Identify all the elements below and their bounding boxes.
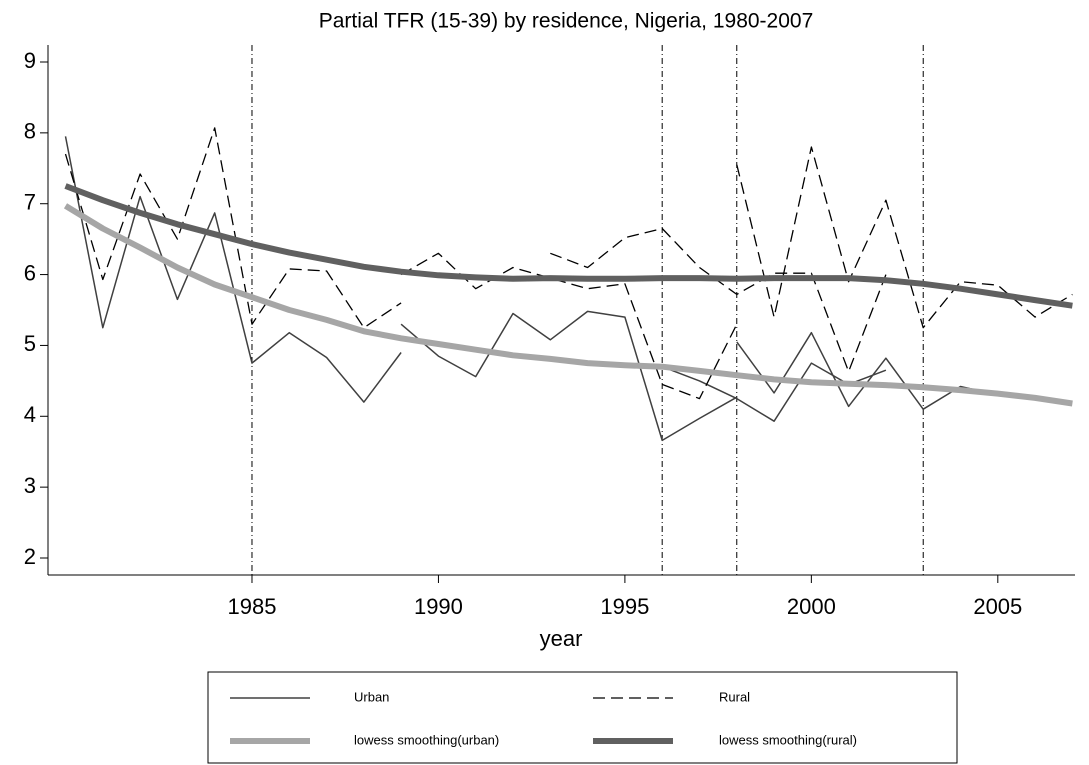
y-tick-label: 6 — [24, 260, 36, 285]
x-axis-label: year — [540, 626, 583, 651]
legend-label: Urban — [354, 689, 389, 704]
y-tick-label: 2 — [24, 544, 36, 569]
y-tick-label: 3 — [24, 473, 36, 498]
y-tick-label: 4 — [24, 402, 36, 427]
y-tick-label: 8 — [24, 119, 36, 144]
y-tick-label: 7 — [24, 190, 36, 215]
legend-label: Rural — [719, 689, 750, 704]
series-line — [63, 203, 1073, 407]
x-tick-label: 1985 — [228, 594, 277, 619]
chart-title: Partial TFR (15-39) by residence, Nigeri… — [319, 10, 814, 33]
x-tick-label: 2000 — [787, 594, 836, 619]
x-tick-label: 1995 — [600, 594, 649, 619]
y-tick-label: 5 — [24, 331, 36, 356]
x-tick-label: 2005 — [973, 594, 1022, 619]
x-tick-label: 1990 — [414, 594, 463, 619]
legend-box — [207, 671, 958, 764]
series-line — [64, 136, 998, 442]
y-tick-label: 9 — [24, 48, 36, 73]
legend-label: lowess smoothing(urban) — [354, 732, 499, 747]
series-line — [64, 183, 1073, 309]
legend-label: lowess smoothing(rural) — [719, 732, 857, 747]
